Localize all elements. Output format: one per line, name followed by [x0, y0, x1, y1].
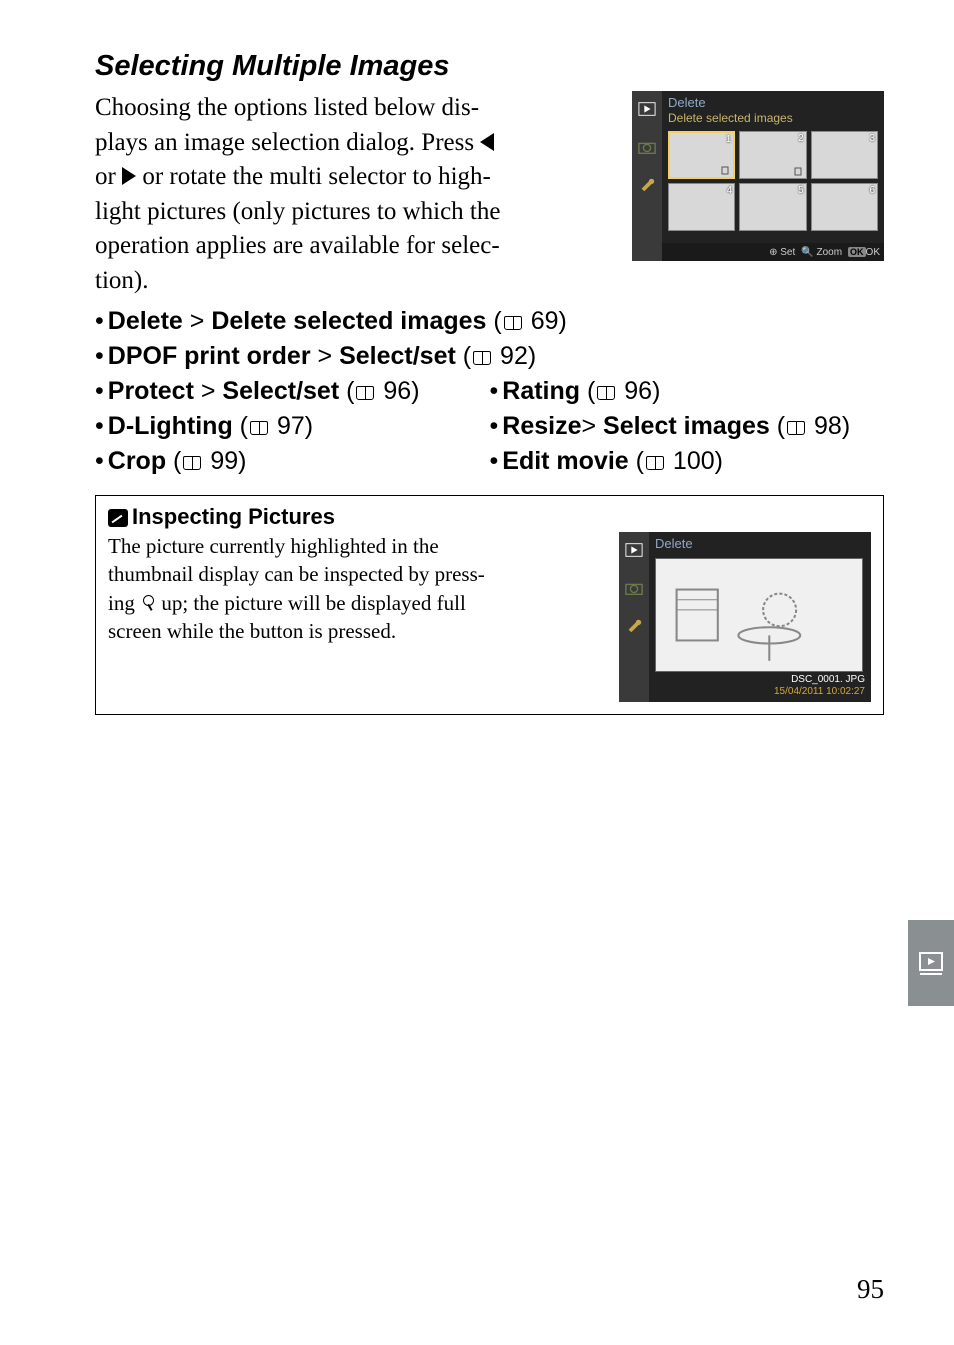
note-title: Inspecting Pictures — [132, 504, 335, 529]
camera-sidebar — [619, 532, 649, 702]
bullet-dpof: •DPOF print order > Select/set ( 92) — [95, 339, 884, 374]
thumb-num: 5 — [798, 185, 804, 196]
intro-line2a: plays an image selection dialog. Press — [95, 129, 480, 156]
triangle-left-icon — [480, 133, 494, 151]
side-tab — [908, 920, 954, 1006]
screen-metadata: DSC_0001. JPG 15/04/2011 10:02:27 — [655, 674, 865, 698]
thumbnail-2: 2 — [739, 131, 806, 179]
trash-icon — [793, 166, 803, 176]
trash-icon — [720, 165, 730, 175]
thumbnail-6: 6 — [811, 183, 878, 231]
camera-screenshot-single: Delete DSC_0001. JPG 15/04/2011 10:02:27 — [619, 532, 871, 702]
note-line2: thumbnail display can be inspected by pr… — [108, 562, 485, 586]
preview-drawing — [656, 559, 862, 671]
thumbnail-grid: 1 2 3 4 5 6 — [668, 131, 878, 231]
bullet-editmovie: •Edit movie ( 100) — [490, 444, 885, 479]
bullet-delete: •Delete > Delete selected images ( 69) — [95, 304, 884, 339]
intro-line5: operation applies are available for sele… — [95, 232, 500, 259]
intro-line6: tion). — [95, 267, 148, 294]
thumbnail-1: 1 — [668, 131, 735, 179]
note-line3b: up; the picture will be displayed full — [156, 591, 466, 615]
fullscreen-preview — [655, 558, 863, 672]
thumb-num: 2 — [798, 133, 804, 144]
book-icon — [787, 421, 805, 435]
play-icon — [638, 101, 656, 117]
bullet-dlighting: •D-Lighting ( 97) — [95, 409, 490, 444]
camera-sidebar — [632, 91, 662, 261]
note-box: Inspecting Pictures The picture currentl… — [95, 495, 884, 715]
book-icon — [250, 421, 268, 435]
play-icon — [625, 542, 643, 558]
wrench-icon — [625, 618, 643, 634]
footer-zoom: 🔍 Zoom — [801, 247, 842, 258]
wrench-icon — [638, 177, 656, 193]
note-line4: screen while the button is pressed. — [108, 619, 396, 643]
footer-ok: OKOK — [848, 247, 880, 258]
thumb-num: 6 — [869, 185, 875, 196]
note-line1: The picture currently highlighted in the — [108, 534, 439, 558]
thumb-num: 4 — [727, 185, 733, 196]
zoom-control-icon — [141, 595, 155, 613]
thumbnail-5: 5 — [739, 183, 806, 231]
note-title-row: Inspecting Pictures — [108, 504, 871, 530]
bullet-rating: •Rating ( 96) — [490, 374, 885, 409]
book-icon — [597, 386, 615, 400]
page-number: 95 — [857, 1274, 884, 1305]
intro-line1: Choosing the options listed below dis- — [95, 94, 479, 121]
datetime: 15/04/2011 10:02:27 — [774, 686, 865, 697]
playback-tab-icon — [918, 950, 944, 976]
camera-icon — [625, 580, 643, 596]
bullet-crop: •Crop ( 99) — [95, 444, 490, 479]
book-icon — [504, 316, 522, 330]
book-icon — [183, 456, 201, 470]
thumb-num: 3 — [869, 133, 875, 144]
screen-title: Delete — [655, 536, 693, 551]
intro-line4: light pictures (only pictures to which t… — [95, 198, 500, 225]
triangle-right-icon — [122, 167, 136, 185]
note-text: The picture currently highlighted in the… — [108, 532, 605, 645]
intro-paragraph: Choosing the options listed below dis- p… — [95, 91, 620, 298]
pencil-icon — [108, 509, 128, 527]
thumbnail-3: 3 — [811, 131, 878, 179]
screen-subtitle: Delete selected images — [668, 111, 793, 125]
bullet-protect: •Protect > Select/set ( 96) — [95, 374, 490, 409]
book-icon — [356, 386, 374, 400]
filename: DSC_0001. JPG — [791, 674, 865, 685]
footer-set: ⊕ Set — [769, 247, 795, 258]
screen-footer: ⊕ Set 🔍 Zoom OKOK — [662, 243, 884, 261]
book-icon — [473, 351, 491, 365]
intro-line3b: or rotate the multi selector to high- — [136, 163, 491, 190]
intro-line3a: or — [95, 163, 122, 190]
screen-title: Delete — [668, 95, 706, 110]
note-line3a: ing — [108, 591, 140, 615]
section-heading: Selecting Multiple Images — [95, 50, 884, 83]
camera-icon — [638, 139, 656, 155]
intro-row: Choosing the options listed below dis- p… — [95, 91, 884, 298]
thumb-num: 1 — [726, 134, 732, 145]
camera-screenshot-grid: Delete Delete selected images 1 2 3 4 5 … — [632, 91, 884, 261]
thumbnail-4: 4 — [668, 183, 735, 231]
bullet-resize: •Resize> Select images ( 98) — [490, 409, 885, 444]
bullet-list: •Delete > Delete selected images ( 69) •… — [95, 304, 884, 479]
book-icon — [646, 456, 664, 470]
